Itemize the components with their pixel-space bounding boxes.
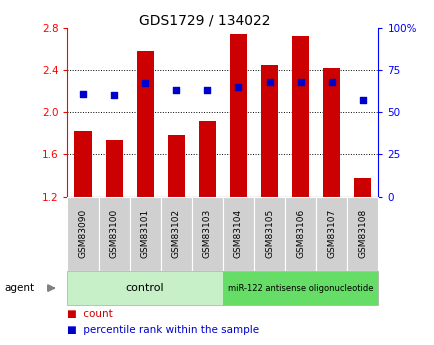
Text: GSM83105: GSM83105 [264, 209, 273, 258]
Bar [322, 68, 339, 197]
Point [172, 87, 179, 93]
Bar [354, 178, 371, 197]
Text: GSM83107: GSM83107 [326, 209, 335, 258]
Bar [260, 65, 277, 197]
Point [110, 92, 117, 98]
Point [204, 87, 210, 93]
Text: GSM83103: GSM83103 [202, 209, 211, 258]
Text: ■  count: ■ count [67, 309, 113, 319]
Bar [292, 36, 309, 197]
Text: GSM83108: GSM83108 [358, 209, 367, 258]
Text: ■  percentile rank within the sample: ■ percentile rank within the sample [67, 325, 259, 335]
Text: GSM83100: GSM83100 [109, 209, 118, 258]
Bar [168, 135, 184, 197]
Point [79, 91, 86, 96]
Text: GSM83090: GSM83090 [78, 209, 87, 258]
Text: GSM83104: GSM83104 [233, 209, 243, 258]
Bar [74, 131, 91, 197]
Point [328, 79, 335, 85]
Point [266, 79, 273, 85]
Text: control: control [125, 283, 164, 293]
Text: GSM83102: GSM83102 [171, 209, 181, 258]
Bar [230, 34, 247, 197]
Bar [105, 140, 122, 197]
Point [358, 98, 365, 103]
Point [141, 81, 148, 86]
Point [296, 79, 303, 85]
Text: miR-122 antisense oligonucleotide: miR-122 antisense oligonucleotide [227, 284, 372, 293]
Point [234, 84, 241, 89]
Text: agent: agent [4, 283, 34, 293]
Text: GDS1729 / 134022: GDS1729 / 134022 [138, 14, 270, 28]
Bar [198, 120, 215, 197]
Bar [136, 51, 153, 197]
Text: GSM83101: GSM83101 [140, 209, 149, 258]
Text: GSM83106: GSM83106 [296, 209, 305, 258]
